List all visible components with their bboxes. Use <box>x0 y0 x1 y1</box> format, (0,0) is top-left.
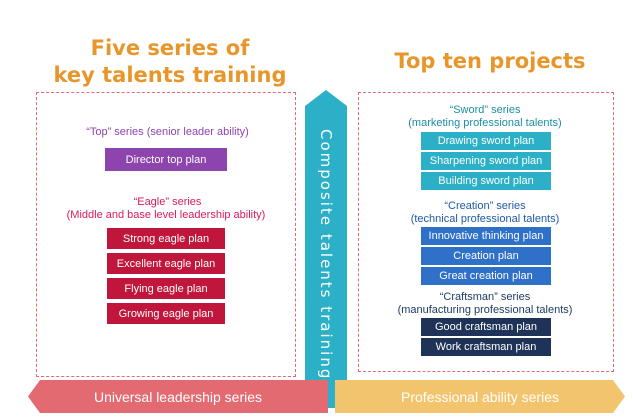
good-craftsman-plan-box: Good craftsman plan <box>421 318 551 336</box>
strong-eagle-plan-box: Strong eagle plan <box>107 228 225 249</box>
left-heading: Five series of key talents training <box>20 35 320 89</box>
craftsman-series-subtitle: (manufacturing professional talents) <box>370 304 600 317</box>
flying-eagle-plan-box: Flying eagle plan <box>107 278 225 299</box>
sword-series-subtitle: (marketing professional talents) <box>385 117 585 130</box>
sharpening-sword-plan-box: Sharpening sword plan <box>421 152 551 170</box>
building-sword-plan-box: Building sword plan <box>421 172 551 190</box>
eagle-series-title: “Eagle” series <box>60 196 275 209</box>
craftsman-series-title: “Craftsman” series <box>380 291 590 304</box>
top-series-title: “Top” series (senior leader ability) <box>60 126 275 139</box>
professional-ability-bar: Professional ability series <box>335 380 625 413</box>
sword-series-title: “Sword” series <box>385 104 585 117</box>
growing-eagle-plan-box: Growing eagle plan <box>107 303 225 324</box>
left-heading-line2: key talents training <box>20 62 320 89</box>
creation-series-title: “Creation” series <box>385 200 585 213</box>
composite-talents-label: Composite talents training <box>305 120 347 390</box>
left-heading-line1: Five series of <box>20 35 320 62</box>
eagle-series-subtitle: (Middle and base level leadership abilit… <box>50 209 282 222</box>
great-creation-plan-box: Great creation plan <box>421 267 551 285</box>
drawing-sword-plan-box: Drawing sword plan <box>421 132 551 150</box>
innovative-thinking-plan-box: Innovative thinking plan <box>421 227 551 245</box>
director-top-plan-box: Director top plan <box>105 148 227 171</box>
work-craftsman-plan-box: Work craftsman plan <box>421 338 551 356</box>
creation-series-subtitle: (technical professional talents) <box>385 213 585 226</box>
excellent-eagle-plan-box: Excellent eagle plan <box>107 253 225 274</box>
universal-leadership-bar: Universal leadership series <box>28 380 328 413</box>
right-heading: Top ten projects <box>350 48 630 75</box>
creation-plan-box: Creation plan <box>421 247 551 265</box>
